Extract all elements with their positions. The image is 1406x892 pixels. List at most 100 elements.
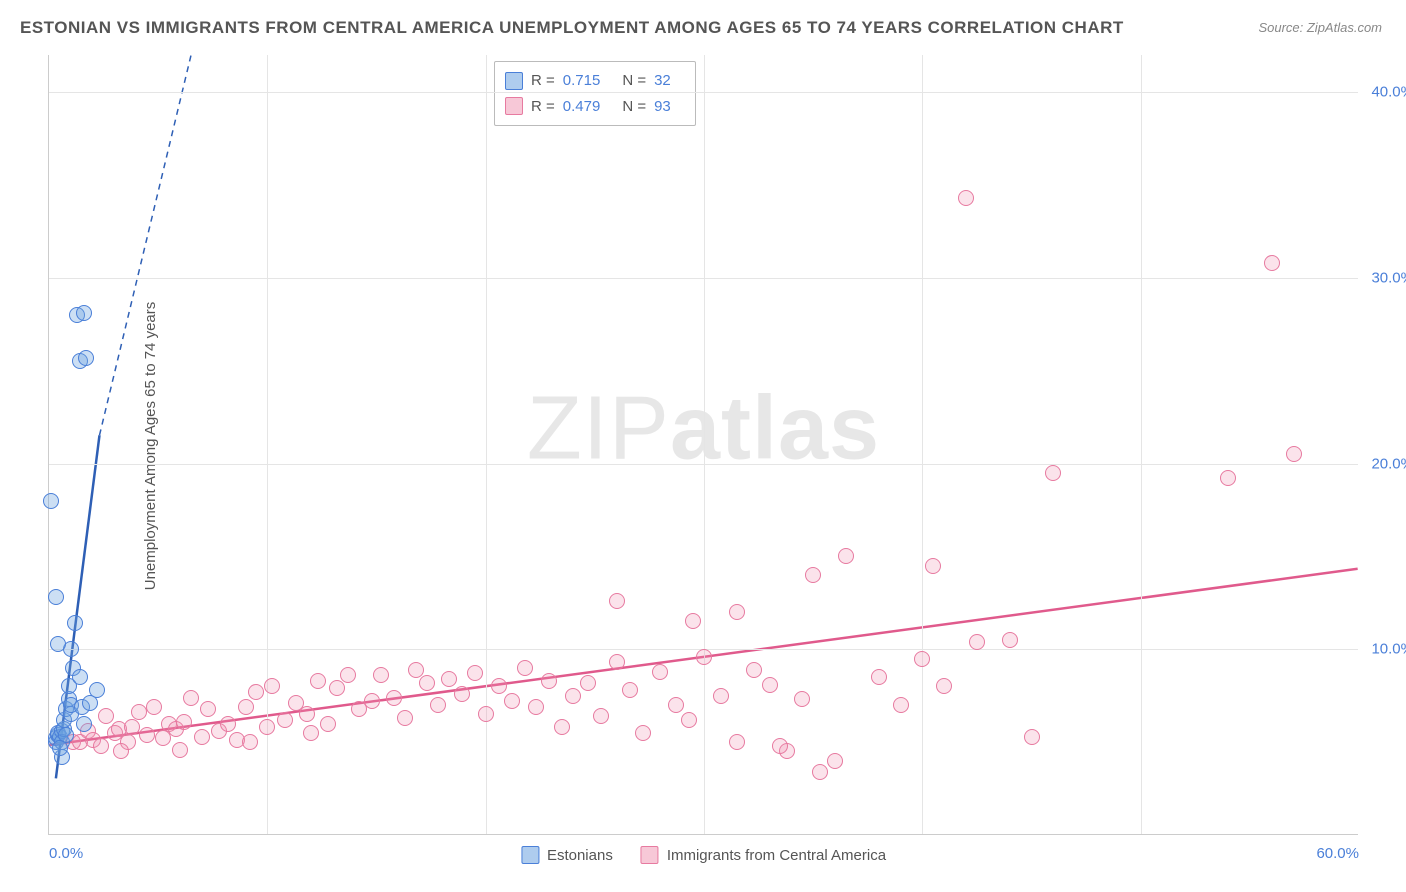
stats-box: R = 0.715 N = 32 R = 0.479 N = 93 (494, 61, 696, 126)
source-attribution: Source: ZipAtlas.com (1258, 20, 1382, 35)
stat-n-label: N = (622, 68, 646, 94)
stat-n-value-central-america: 93 (654, 94, 671, 120)
scatter-point (772, 738, 788, 754)
scatter-point (838, 548, 854, 564)
scatter-point (430, 697, 446, 713)
scatter-point (696, 649, 712, 665)
scatter-point (1045, 465, 1061, 481)
scatter-point (310, 673, 326, 689)
stat-r-value-estonians: 0.715 (563, 68, 601, 94)
scatter-point (746, 662, 762, 678)
scatter-point (893, 697, 909, 713)
chart-title: ESTONIAN VS IMMIGRANTS FROM CENTRAL AMER… (20, 18, 1124, 38)
scatter-point (183, 690, 199, 706)
scatter-point (200, 701, 216, 717)
scatter-point (958, 190, 974, 206)
swatch-pink-icon (505, 97, 523, 115)
scatter-point (52, 740, 68, 756)
swatch-pink-icon (641, 846, 659, 864)
scatter-point (238, 699, 254, 715)
scatter-point (277, 712, 293, 728)
scatter-point (914, 651, 930, 667)
scatter-point (454, 686, 470, 702)
scatter-point (478, 706, 494, 722)
scatter-point (668, 697, 684, 713)
legend-item-estonians: Estonians (521, 846, 613, 864)
scatter-point (139, 727, 155, 743)
stat-r-label: R = (531, 94, 555, 120)
scatter-point (936, 678, 952, 694)
scatter-point (729, 734, 745, 750)
scatter-point (681, 712, 697, 728)
stat-r-label: R = (531, 68, 555, 94)
scatter-point (98, 708, 114, 724)
scatter-point (397, 710, 413, 726)
stat-n-value-estonians: 32 (654, 68, 671, 94)
scatter-point (93, 738, 109, 754)
scatter-point (303, 725, 319, 741)
scatter-point (1024, 729, 1040, 745)
scatter-point (1220, 470, 1236, 486)
scatter-point (43, 493, 59, 509)
scatter-point (925, 558, 941, 574)
trend-line (99, 55, 191, 435)
scatter-point (812, 764, 828, 780)
scatter-point (78, 350, 94, 366)
scatter-point (76, 716, 92, 732)
scatter-point (113, 743, 129, 759)
scatter-point (340, 667, 356, 683)
scatter-point (580, 675, 596, 691)
y-tick-label: 10.0% (1371, 641, 1406, 658)
scatter-point (713, 688, 729, 704)
stats-row-central-america: R = 0.479 N = 93 (505, 94, 685, 120)
scatter-point (467, 665, 483, 681)
scatter-point (652, 664, 668, 680)
scatter-point (259, 719, 275, 735)
scatter-point (1264, 255, 1280, 271)
scatter-point (729, 604, 745, 620)
scatter-point (176, 714, 192, 730)
scatter-point (264, 678, 280, 694)
scatter-point (72, 669, 88, 685)
scatter-point (565, 688, 581, 704)
y-tick-label: 40.0% (1371, 84, 1406, 101)
y-tick-label: 20.0% (1371, 455, 1406, 472)
scatter-point (146, 699, 162, 715)
scatter-point (242, 734, 258, 750)
x-tick-label: 0.0% (49, 845, 83, 862)
scatter-point (67, 615, 83, 631)
scatter-point (373, 667, 389, 683)
scatter-point (593, 708, 609, 724)
scatter-point (48, 589, 64, 605)
scatter-point (609, 593, 625, 609)
scatter-point (220, 716, 236, 732)
scatter-point (805, 567, 821, 583)
legend: Estonians Immigrants from Central Americ… (521, 846, 886, 864)
scatter-point (517, 660, 533, 676)
scatter-point (541, 673, 557, 689)
swatch-blue-icon (521, 846, 539, 864)
scatter-point (554, 719, 570, 735)
scatter-point (50, 636, 66, 652)
scatter-point (1286, 446, 1302, 462)
scatter-point (827, 753, 843, 769)
gridline-vertical (922, 55, 923, 834)
gridline-vertical (1141, 55, 1142, 834)
swatch-blue-icon (505, 72, 523, 90)
legend-label: Estonians (547, 847, 613, 864)
scatter-point (441, 671, 457, 687)
stat-n-label: N = (622, 94, 646, 120)
legend-label: Immigrants from Central America (667, 847, 886, 864)
legend-item-central-america: Immigrants from Central America (641, 846, 886, 864)
scatter-point (89, 682, 105, 698)
y-tick-label: 30.0% (1371, 269, 1406, 286)
scatter-point (1002, 632, 1018, 648)
scatter-point (320, 716, 336, 732)
scatter-point (172, 742, 188, 758)
scatter-point (248, 684, 264, 700)
scatter-point (609, 654, 625, 670)
scatter-point (794, 691, 810, 707)
x-tick-label: 60.0% (1316, 845, 1359, 862)
gridline-vertical (267, 55, 268, 834)
scatter-point (131, 704, 147, 720)
